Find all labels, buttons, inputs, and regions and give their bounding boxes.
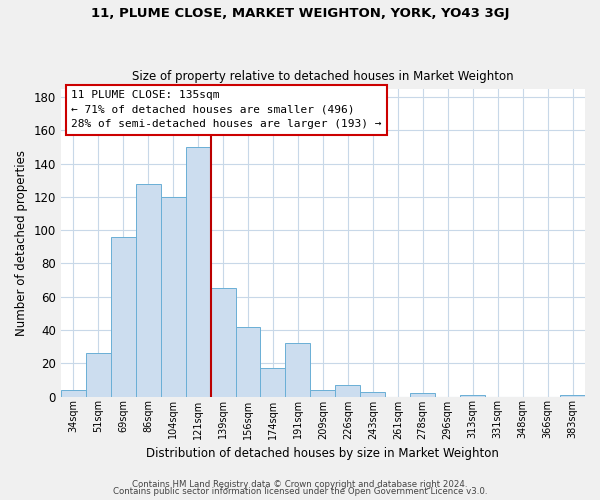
Text: Contains HM Land Registry data © Crown copyright and database right 2024.: Contains HM Land Registry data © Crown c… xyxy=(132,480,468,489)
Bar xyxy=(361,392,385,396)
Text: 11 PLUME CLOSE: 135sqm
← 71% of detached houses are smaller (496)
28% of semi-de: 11 PLUME CLOSE: 135sqm ← 71% of detached… xyxy=(71,90,382,129)
X-axis label: Distribution of detached houses by size in Market Weighton: Distribution of detached houses by size … xyxy=(146,447,499,460)
Text: Contains public sector information licensed under the Open Government Licence v3: Contains public sector information licen… xyxy=(113,487,487,496)
Title: Size of property relative to detached houses in Market Weighton: Size of property relative to detached ho… xyxy=(132,70,514,84)
Bar xyxy=(560,395,585,396)
Bar xyxy=(260,368,286,396)
Bar xyxy=(460,395,485,396)
Bar xyxy=(61,390,86,396)
Bar xyxy=(410,393,435,396)
Bar xyxy=(86,354,111,397)
Bar xyxy=(286,344,310,396)
Bar xyxy=(185,147,211,396)
Bar xyxy=(335,385,361,396)
Bar xyxy=(111,237,136,396)
Text: 11, PLUME CLOSE, MARKET WEIGHTON, YORK, YO43 3GJ: 11, PLUME CLOSE, MARKET WEIGHTON, YORK, … xyxy=(91,8,509,20)
Y-axis label: Number of detached properties: Number of detached properties xyxy=(15,150,28,336)
Bar xyxy=(136,184,161,396)
Bar xyxy=(211,288,236,397)
Bar xyxy=(236,326,260,396)
Bar xyxy=(161,197,185,396)
Bar xyxy=(310,390,335,396)
